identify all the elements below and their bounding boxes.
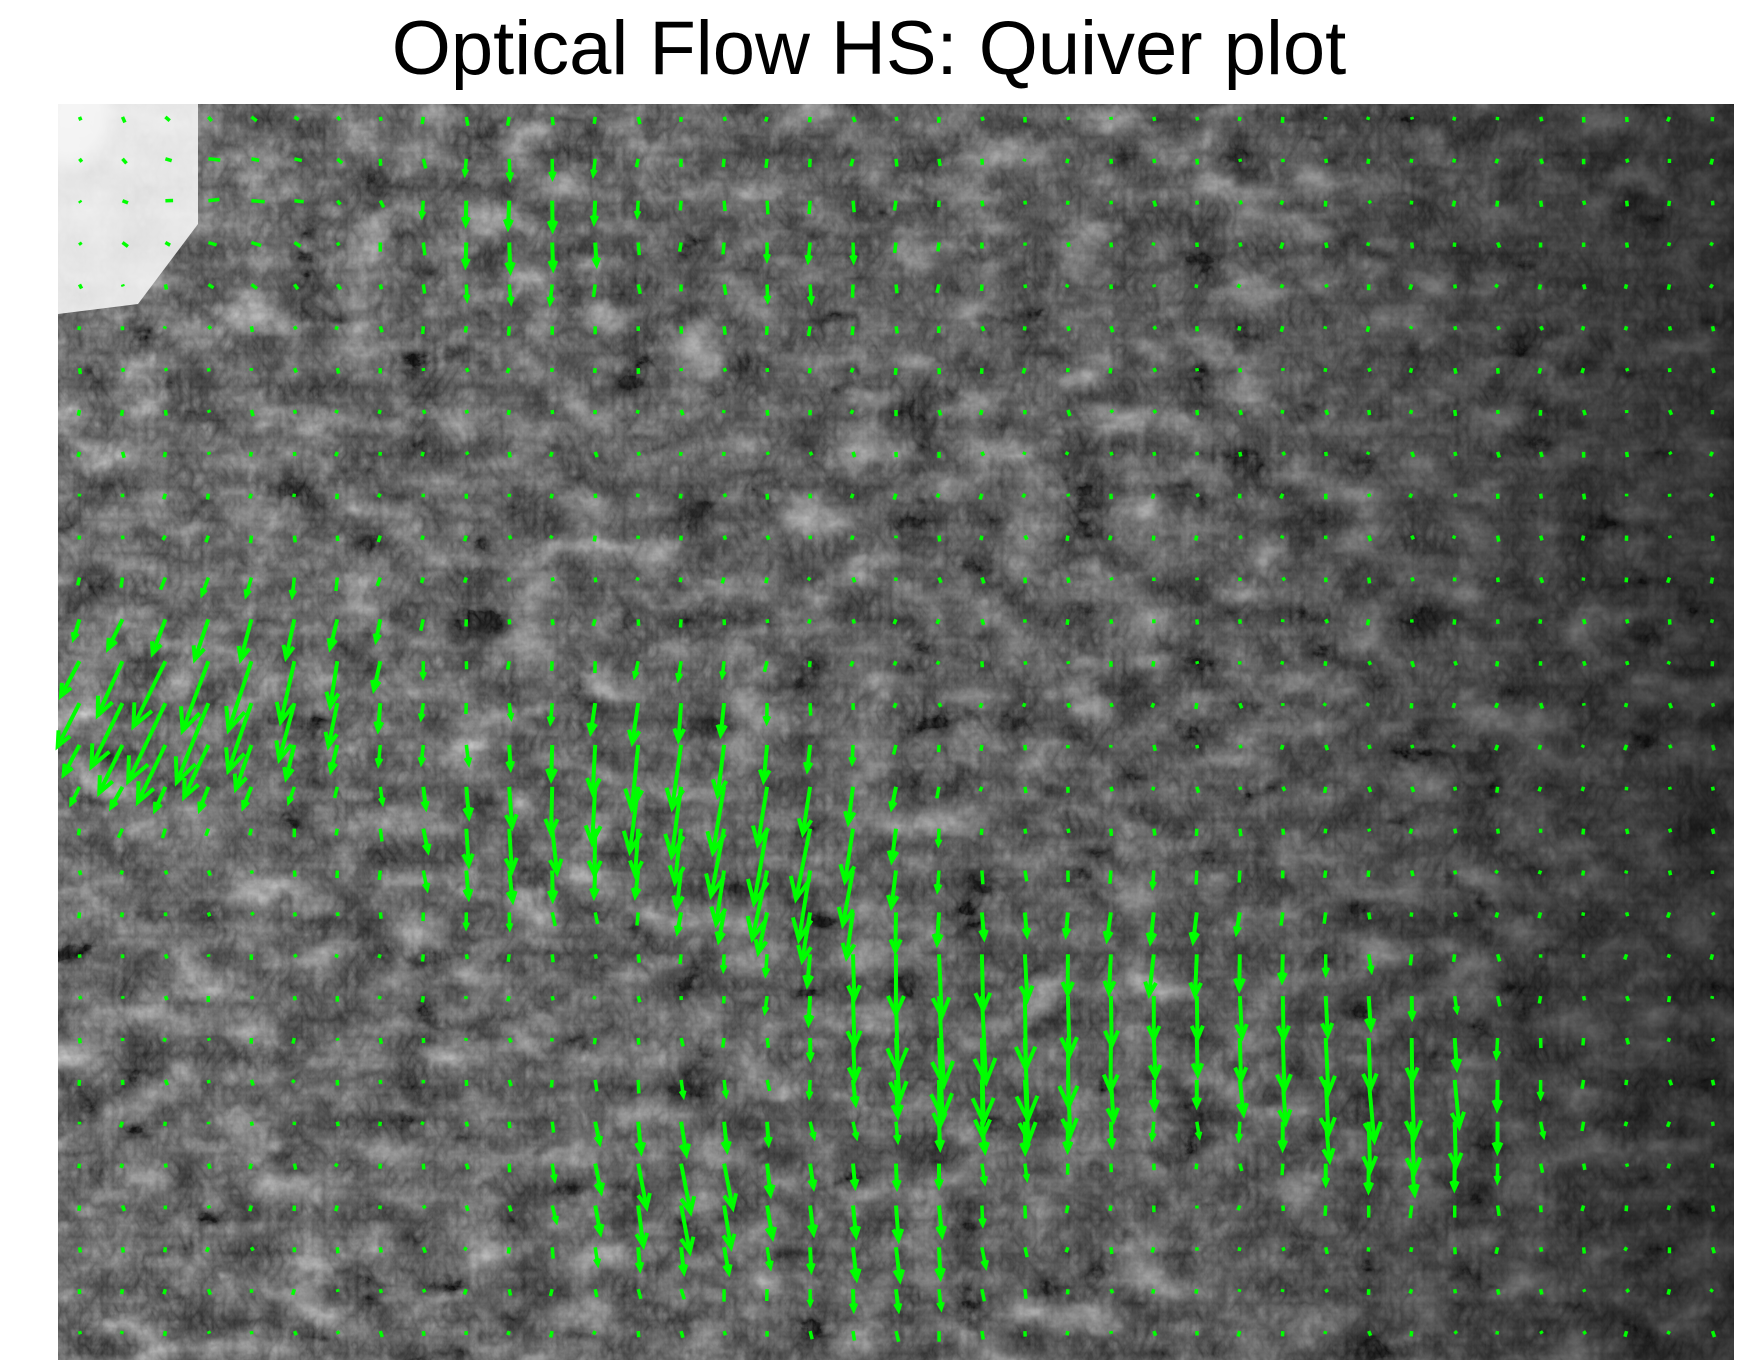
forest-foliage-photo-icon xyxy=(58,104,1734,1360)
optical-flow-image-panel xyxy=(58,104,1734,1360)
figure-title: Optical Flow HS: Quiver plot xyxy=(391,6,1347,91)
